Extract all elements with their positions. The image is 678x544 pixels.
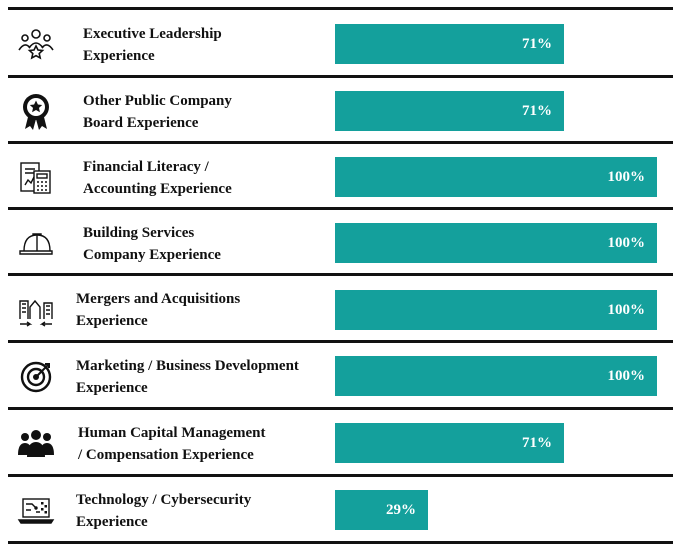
rule-8 [8, 541, 673, 544]
rule-5 [8, 340, 673, 343]
rule-3 [8, 207, 673, 210]
category-label: Marketing / Business Development Experie… [76, 358, 299, 396]
bar-value-label: 100% [607, 169, 646, 185]
bar-value-label: 71% [522, 435, 552, 451]
bar-value-label: 71% [522, 36, 552, 52]
people-star-icon [16, 24, 56, 64]
rule-0 [8, 7, 673, 10]
bar-value-label: 71% [522, 103, 552, 119]
rule-7 [8, 474, 673, 477]
bar: 100% [335, 356, 657, 396]
category-label: Building Services Company Experience [83, 225, 221, 263]
target-icon [16, 356, 56, 396]
row-0: Executive Leadership Experience 71% [8, 11, 673, 75]
calculator-document-icon [16, 157, 56, 197]
category-label: Human Capital Management / Compensation … [78, 425, 266, 463]
rule-2 [8, 141, 673, 144]
award-ribbon-icon [16, 91, 56, 131]
bar: 100% [335, 157, 657, 197]
bar-value-label: 100% [607, 368, 646, 384]
buildings-merge-icon [16, 289, 56, 329]
row-2: Financial Literacy / Accounting Experien… [8, 144, 673, 208]
bar: 29% [335, 490, 428, 530]
category-label: Other Public Company Board Experience [83, 93, 232, 131]
row-7: Technology / Cybersecurity Experience 29… [8, 477, 673, 541]
row-1: Other Public Company Board Experience 71… [8, 78, 673, 142]
category-label: Technology / Cybersecurity Experience [76, 492, 252, 530]
rule-4 [8, 273, 673, 276]
laptop-circuit-icon [16, 490, 56, 530]
rule-1 [8, 75, 673, 78]
row-3: Building Services Company Experience 100… [8, 210, 673, 274]
row-5: Marketing / Business Development Experie… [8, 343, 673, 407]
hard-hat-icon [16, 223, 56, 263]
category-label: Executive Leadership Experience [83, 26, 222, 64]
bar: 100% [335, 223, 657, 263]
bar: 71% [335, 24, 564, 64]
row-4: Mergers and Acquisitions Experience 100% [8, 276, 673, 340]
bar-value-label: 100% [607, 235, 646, 251]
row-6: Human Capital Management / Compensation … [8, 410, 673, 474]
bar-value-label: 29% [386, 502, 416, 518]
bar-value-label: 100% [607, 302, 646, 318]
bar: 71% [335, 423, 564, 463]
category-label: Mergers and Acquisitions Experience [76, 291, 241, 329]
category-label: Financial Literacy / Accounting Experien… [83, 159, 232, 197]
rule-6 [8, 407, 673, 410]
bar: 71% [335, 91, 564, 131]
bar: 100% [335, 290, 657, 330]
group-people-icon [16, 423, 56, 463]
